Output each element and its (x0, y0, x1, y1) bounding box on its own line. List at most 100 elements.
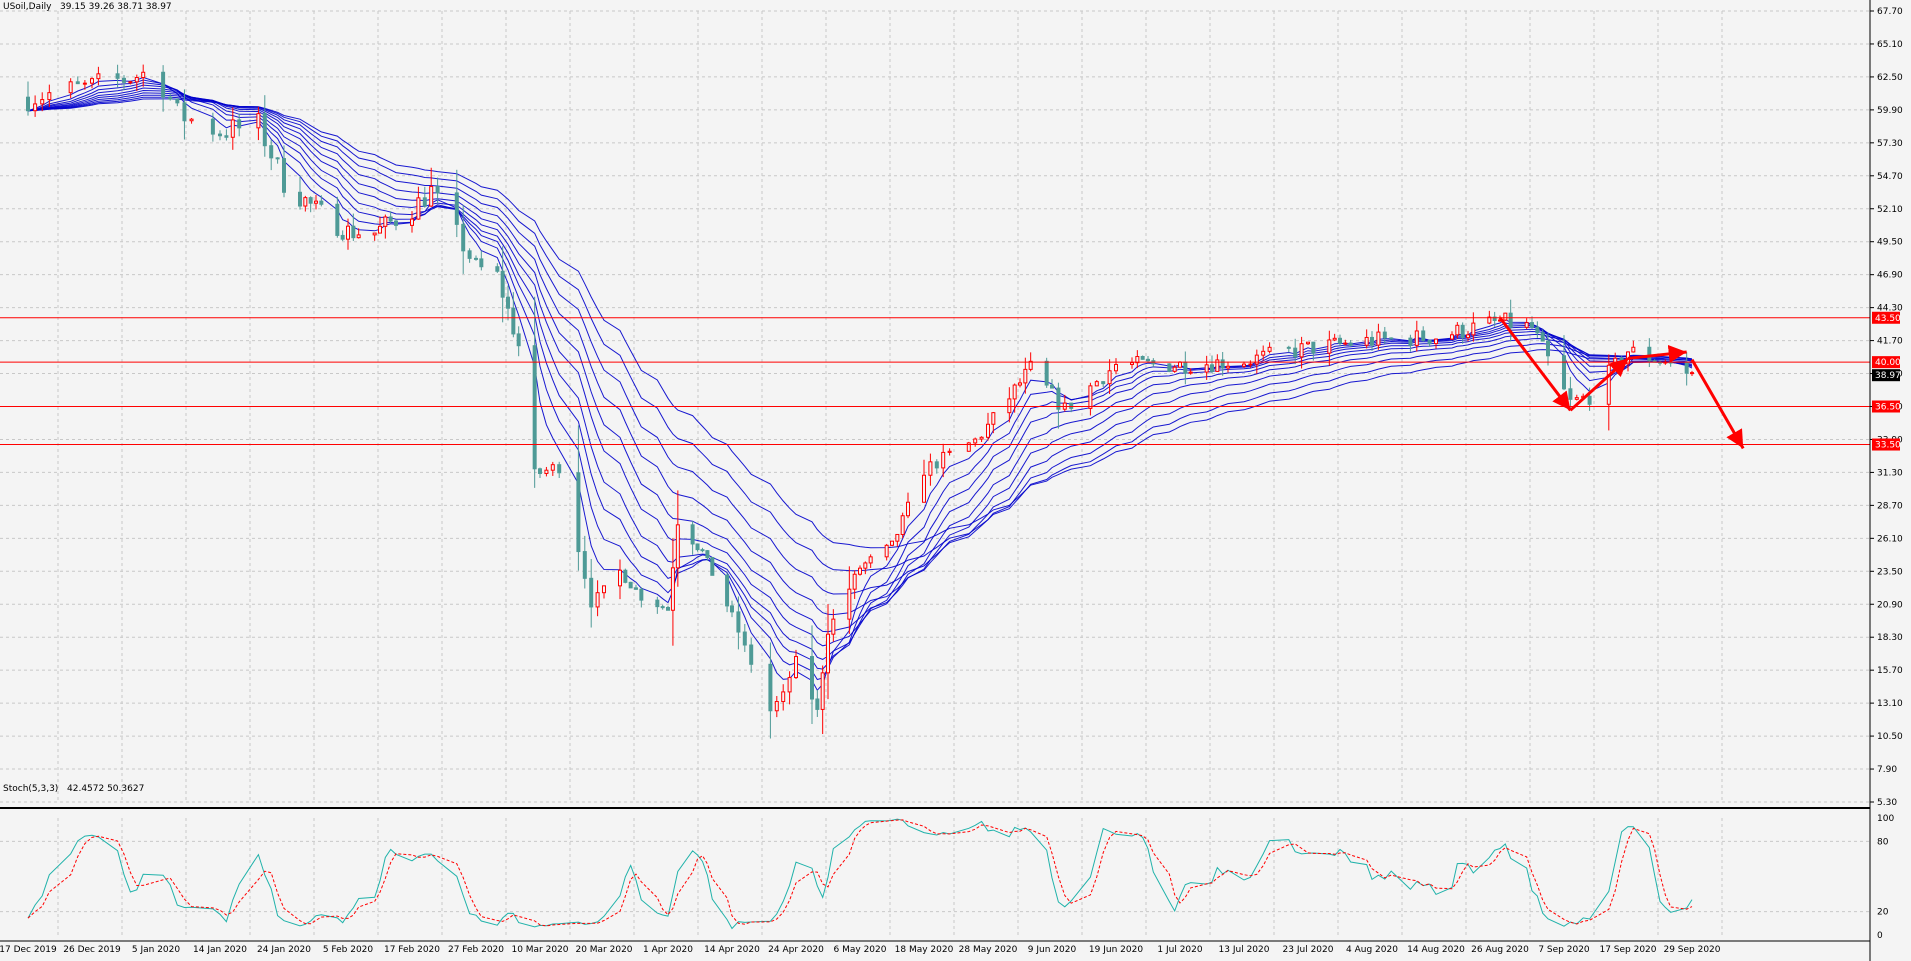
price-tick-label: 52.10 (1877, 205, 1903, 215)
candle (595, 580, 600, 617)
candle-body (1267, 346, 1272, 352)
candle-body (1414, 330, 1419, 346)
chart-header-ohlc: 39.15 39.26 38.71 38.97 (60, 2, 172, 12)
candle-body (422, 197, 427, 207)
grid-lines (0, 10, 1870, 935)
candle (1267, 342, 1272, 354)
candle (991, 411, 996, 434)
candle-body (82, 82, 87, 85)
candle-body (237, 119, 242, 129)
candle (623, 568, 628, 584)
trend-arrow (1627, 344, 1687, 363)
candle-body (544, 469, 549, 474)
candle-body (884, 544, 889, 558)
candle (1364, 329, 1369, 349)
candle (335, 196, 340, 238)
candle-body (161, 71, 166, 98)
candle-body (1508, 312, 1513, 328)
candle (675, 490, 680, 587)
candle-body (351, 225, 356, 239)
candle (128, 80, 133, 85)
candle (890, 540, 894, 547)
candle-body (1408, 337, 1413, 346)
candle-body (1183, 361, 1188, 374)
candle-body (595, 592, 600, 608)
candle-body (1254, 354, 1259, 365)
candle-body (1434, 338, 1438, 345)
candle (33, 95, 38, 117)
candle-body (589, 577, 594, 608)
candle (479, 250, 484, 271)
price-tick-label: 20.90 (1877, 600, 1903, 610)
candle (900, 512, 905, 539)
candle-body (655, 599, 660, 608)
stoch-tick-label: 0 (1877, 931, 1883, 941)
candle (794, 649, 798, 680)
drawn-arrows[interactable] (1498, 316, 1745, 450)
candle-body (1018, 382, 1022, 386)
candle (736, 596, 741, 650)
price-tick-label: 65.10 (1877, 40, 1903, 50)
candle-body (1492, 316, 1497, 321)
candle (435, 177, 440, 204)
date-tick-label: 17 Dec 2019 (0, 945, 57, 955)
candle (700, 547, 705, 553)
price-tick-label: 49.50 (1877, 238, 1903, 248)
candle-body (1343, 342, 1348, 345)
candle (1172, 364, 1177, 373)
candle-body (639, 588, 644, 601)
date-tick-label: 18 May 2020 (895, 945, 954, 955)
candle-body (906, 501, 910, 517)
candle-body (1382, 331, 1387, 339)
price-tick-label: 46.90 (1877, 271, 1903, 281)
candle-body (781, 691, 786, 703)
candle (1140, 355, 1145, 360)
candle (1466, 330, 1470, 342)
candle-body (1188, 371, 1193, 374)
chart-frame (0, 0, 1871, 961)
candle-body (319, 200, 324, 205)
candle-body (820, 672, 825, 710)
candle-body (356, 234, 361, 239)
stoch-tick-label: 20 (1877, 908, 1889, 918)
candle-body (973, 438, 978, 444)
candle (454, 169, 459, 238)
candle (695, 543, 700, 552)
date-tick-label: 17 Sep 2020 (1599, 945, 1656, 955)
candle (1007, 387, 1012, 423)
price-tick-label: 13.10 (1877, 699, 1903, 709)
candle (298, 175, 302, 210)
candle-body (928, 461, 933, 476)
candle-body (695, 543, 700, 551)
candle-body (1299, 343, 1304, 358)
candle (1050, 379, 1054, 389)
candle (1414, 320, 1419, 352)
candle (906, 492, 910, 519)
candle (47, 84, 52, 108)
candle (500, 246, 505, 323)
level-price-tag: 36.50 (1872, 400, 1901, 413)
candle (1248, 360, 1253, 368)
candle-body (634, 587, 638, 590)
candle-body (1690, 372, 1694, 375)
candle (1450, 331, 1454, 340)
candle-body (500, 270, 505, 298)
candle (582, 535, 587, 589)
candle (1631, 340, 1636, 353)
candle-body (1546, 340, 1550, 357)
candle (922, 459, 926, 503)
candle-body (394, 220, 398, 226)
candle-body (1684, 362, 1689, 374)
candle (1524, 318, 1529, 330)
candle (557, 461, 562, 479)
ma-line (27, 98, 1693, 549)
candle-body (730, 605, 734, 613)
candle-body (666, 606, 670, 611)
ma-line (27, 94, 1693, 595)
candle-body (1306, 341, 1310, 345)
candle-body (182, 102, 187, 122)
candle (670, 538, 675, 646)
candle-body (461, 223, 466, 252)
candle (218, 130, 222, 141)
